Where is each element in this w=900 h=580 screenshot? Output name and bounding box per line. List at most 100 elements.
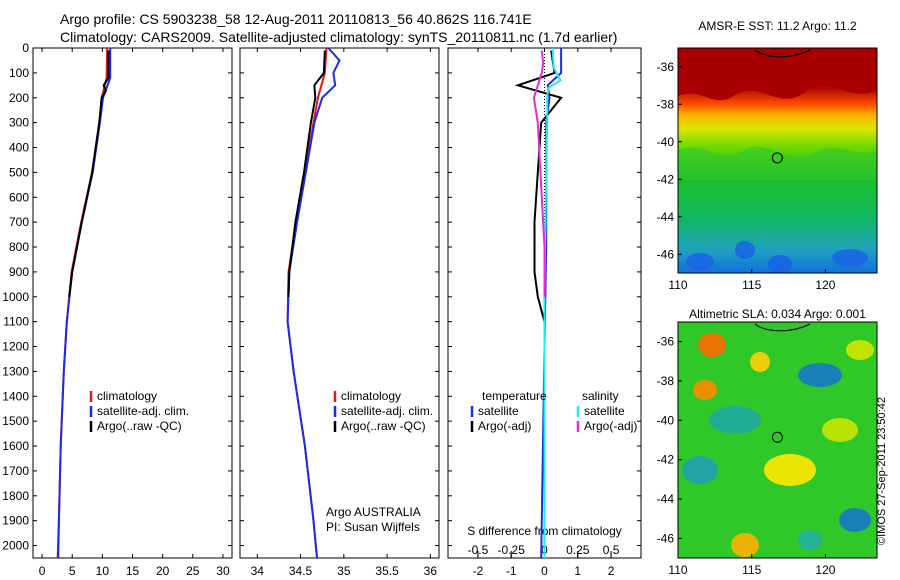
annotation-text: Argo AUSTRALIA bbox=[326, 505, 421, 519]
map-field bbox=[678, 322, 877, 558]
y-tick-label: 1500 bbox=[2, 414, 29, 428]
y-tick-label: 2000 bbox=[2, 539, 29, 553]
sla-anomaly bbox=[698, 333, 726, 357]
y-tick-label: 300 bbox=[9, 116, 29, 130]
legend-label: satellite bbox=[584, 404, 625, 418]
contour-line bbox=[754, 323, 811, 332]
x-top-tick-label: 0.25 bbox=[566, 543, 590, 557]
map-x-tick-label: 110 bbox=[668, 278, 687, 292]
map-y-tick-label: -40 bbox=[657, 135, 675, 149]
map-y-tick-label: -44 bbox=[657, 492, 675, 506]
profile-panel-1: 0100200300400500600700800900100011001200… bbox=[2, 41, 233, 578]
map-frame bbox=[677, 321, 878, 559]
sla-anomaly bbox=[750, 352, 770, 372]
x-top-tick-label: -0.5 bbox=[468, 543, 489, 557]
series-line-blue bbox=[286, 47, 341, 559]
sst-map: AMSR-E SST: 11.2 Argo: 11.2 -36 -38 -40 -42 -… bbox=[657, 19, 878, 292]
x-tick-label: 34 bbox=[251, 564, 265, 578]
profile-panel-2: 3434.53535.536salinityclimatologysatelli… bbox=[239, 47, 440, 578]
x-tick-label: 1 bbox=[574, 564, 581, 578]
map-y-tick-label: -46 bbox=[657, 531, 675, 545]
series-line-black bbox=[287, 50, 326, 297]
x-tick-label: 0 bbox=[541, 564, 548, 578]
map-title: AMSR-E SST: 11.2 Argo: 11.2 bbox=[698, 19, 857, 33]
figure-title-line1: Argo profile: CS 5903238_58 12-Aug-2011 … bbox=[60, 11, 532, 27]
legend-label: climatology bbox=[97, 389, 157, 403]
map-y-tick-label: -42 bbox=[657, 453, 675, 467]
x-tick-label: 34.5 bbox=[289, 564, 313, 578]
y-tick-label: 700 bbox=[9, 215, 29, 229]
map-x-tick-label: 120 bbox=[815, 563, 835, 577]
series-line-magenta bbox=[532, 50, 546, 297]
sla-anomaly bbox=[709, 406, 761, 434]
y-tick-label: 1600 bbox=[2, 439, 29, 453]
front-band bbox=[678, 147, 877, 180]
sla-anomaly bbox=[839, 508, 871, 532]
x-tick-label: -2 bbox=[473, 564, 484, 578]
sla-anomaly bbox=[693, 380, 717, 400]
map-y-tick-label: -40 bbox=[657, 413, 675, 427]
annotation-text: PI: Susan Wijffels bbox=[326, 520, 420, 534]
argo-position-marker bbox=[771, 152, 783, 164]
sla-anomaly bbox=[764, 454, 816, 486]
cold-eddy bbox=[686, 253, 714, 271]
sla-map: Altimetric SLA: 0.034 Argo: 0.001 -36 -38 -… bbox=[657, 307, 878, 577]
cold-eddy bbox=[735, 241, 755, 259]
series-line-black bbox=[68, 50, 110, 297]
x-tick-label: 30 bbox=[216, 564, 230, 578]
argo-position-marker bbox=[771, 431, 783, 443]
timestamp-stamp: ©IMOS 27-Sep-2011 23:50:42 bbox=[876, 397, 888, 545]
legend-label: satellite-adj. clim. bbox=[341, 404, 433, 418]
x-tick-label: 5 bbox=[69, 564, 76, 578]
sla-anomaly bbox=[731, 533, 759, 557]
map-y-tick-label: -36 bbox=[657, 60, 675, 74]
y-tick-label: 400 bbox=[9, 141, 29, 155]
legend-header: temperature bbox=[482, 389, 547, 403]
sla-anomaly bbox=[682, 456, 718, 484]
y-tick-label: 200 bbox=[9, 91, 29, 105]
y-tick-label: 1400 bbox=[2, 389, 29, 403]
y-tick-label: 100 bbox=[9, 66, 29, 80]
x-top-tick-label: 0.5 bbox=[603, 543, 620, 557]
legend-label: satellite-adj. clim. bbox=[97, 404, 189, 418]
legend-label: satellite bbox=[478, 404, 519, 418]
figure-title-line2: Climatology: CARS2009. Satellite-adjuste… bbox=[60, 29, 618, 45]
y-tick-label: 1000 bbox=[2, 290, 29, 304]
y-tick-label: 900 bbox=[9, 265, 29, 279]
x-tick-label: 15 bbox=[126, 564, 140, 578]
y-tick-label: 1300 bbox=[2, 364, 29, 378]
profile-panel-3: -2-1012T difference from climatology-0.5… bbox=[447, 47, 642, 578]
map-y-tick-label: -46 bbox=[657, 247, 675, 261]
y-tick-label: 800 bbox=[9, 240, 29, 254]
legend-label: Argo(-adj) bbox=[584, 419, 637, 433]
x-tick-label: 25 bbox=[186, 564, 200, 578]
warm-water-front bbox=[678, 48, 877, 101]
contour-line bbox=[754, 49, 811, 58]
y-tick-label: 1800 bbox=[2, 489, 29, 503]
map-title: Altimetric SLA: 0.034 Argo: 0.001 bbox=[689, 307, 866, 321]
x-top-tick-label: -0.25 bbox=[498, 543, 526, 557]
map-x-tick-label: 110 bbox=[668, 563, 687, 577]
x-tick-label: 0 bbox=[39, 564, 46, 578]
sla-anomaly bbox=[798, 363, 842, 387]
x-tick-label: 10 bbox=[96, 564, 110, 578]
map-x-tick-label: 120 bbox=[815, 278, 835, 292]
y-tick-label: 600 bbox=[9, 190, 29, 204]
sla-anomaly bbox=[846, 340, 874, 360]
panel-frame bbox=[239, 47, 440, 559]
map-frame bbox=[677, 47, 878, 274]
cold-eddy bbox=[768, 255, 792, 273]
x-tick-label: 36 bbox=[424, 564, 438, 578]
panel-frame bbox=[32, 47, 233, 559]
legend-label: climatology bbox=[341, 389, 401, 403]
x-tick-label: -1 bbox=[506, 564, 517, 578]
legend-label: Argo(..raw -QC) bbox=[341, 419, 426, 433]
y-tick-label: 1200 bbox=[2, 340, 29, 354]
map-field bbox=[678, 48, 877, 273]
sla-anomaly bbox=[798, 530, 822, 550]
map-y-tick-label: -44 bbox=[657, 210, 675, 224]
x-tick-label: 35 bbox=[337, 564, 351, 578]
y-tick-label: 500 bbox=[9, 165, 29, 179]
map-y-tick-label: -42 bbox=[657, 172, 675, 186]
